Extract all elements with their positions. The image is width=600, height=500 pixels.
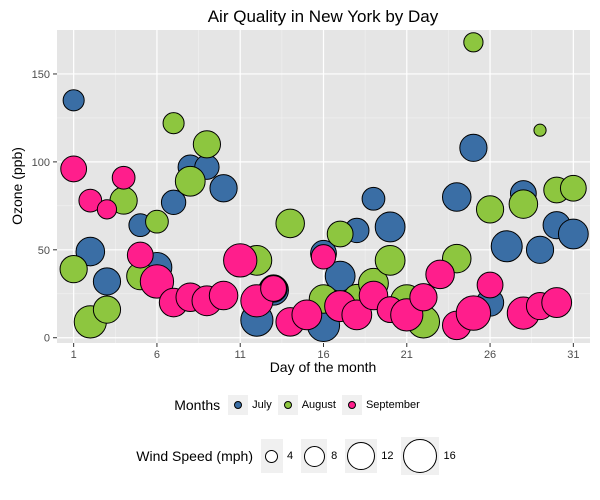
wind-key-16: 16 — [401, 437, 456, 475]
data-point-july — [441, 182, 472, 212]
y-tick-label: 0 — [44, 333, 50, 345]
legend-dot-september — [347, 401, 356, 409]
data-point-august — [192, 130, 222, 159]
data-point-august — [559, 174, 587, 202]
x-tick-label: 26 — [484, 349, 496, 361]
y-tick-label: 50 — [38, 245, 50, 257]
x-tick-label: 21 — [401, 349, 413, 361]
data-point-july — [459, 133, 488, 162]
wind-circle-4 — [265, 449, 279, 463]
data-point-september — [476, 271, 504, 299]
x-tick-label: 1 — [71, 349, 77, 361]
data-point-july — [62, 89, 85, 112]
legend-dot-august — [283, 401, 292, 409]
wind-label-12: 12 — [381, 450, 394, 462]
y-tick-label: 150 — [32, 69, 50, 81]
wind-key-8-box — [301, 439, 328, 473]
legend-key-august — [277, 395, 298, 415]
data-point-july — [374, 211, 406, 243]
data-point-august — [92, 295, 122, 324]
legend-item-august: August — [277, 395, 336, 415]
data-point-september — [541, 287, 573, 318]
data-point-september — [425, 259, 455, 290]
x-tick-label: 31 — [567, 349, 579, 361]
wind-key-8: 8 — [301, 439, 337, 473]
legend-dot-july — [234, 401, 243, 409]
data-point-july — [557, 218, 589, 250]
wind-key-12: 12 — [345, 439, 393, 473]
data-point-july — [361, 186, 386, 211]
data-point-september — [223, 243, 258, 278]
wind-circle-16 — [403, 439, 438, 473]
data-point-september — [341, 299, 373, 331]
wind-key-4-box — [260, 439, 283, 473]
data-point-august — [174, 165, 206, 197]
data-point-august — [374, 244, 406, 276]
chart-title: Air Quality in New York by Day — [208, 7, 439, 26]
legend-key-july — [228, 395, 249, 415]
x-axis-label: Day of the month — [270, 359, 377, 375]
x-tick-label: 11 — [235, 349, 246, 361]
data-point-july — [75, 236, 106, 267]
legend-label-august: August — [301, 399, 336, 411]
data-point-september — [409, 283, 438, 312]
months-legend-title: Months — [174, 397, 221, 413]
data-point-august — [508, 189, 539, 219]
months-legend: Months July August September — [0, 388, 600, 422]
data-point-august — [475, 195, 505, 224]
data-point-august — [59, 255, 88, 284]
data-point-september — [291, 299, 323, 331]
legend-item-september: September — [341, 395, 420, 415]
data-point-july — [92, 267, 122, 296]
wind-legend-title: Wind Speed (mph) — [136, 448, 253, 464]
data-point-september — [126, 241, 154, 269]
data-point-august — [275, 208, 305, 239]
data-point-august — [326, 220, 354, 248]
data-point-september — [208, 280, 239, 311]
data-points — [59, 32, 589, 343]
data-point-july — [525, 235, 555, 264]
data-point-september — [96, 199, 118, 220]
data-point-august — [533, 123, 547, 137]
wind-speed-legend: Wind Speed (mph) 4 8 12 16 — [0, 436, 600, 476]
wind-circle-8 — [303, 445, 325, 467]
x-tick-label: 16 — [317, 349, 329, 361]
wind-key-4: 4 — [260, 439, 294, 473]
data-point-september — [60, 155, 88, 183]
legend-item-july: July — [228, 395, 272, 415]
wind-label-8: 8 — [331, 450, 338, 462]
data-point-july — [209, 174, 238, 203]
data-point-august — [162, 112, 185, 135]
data-point-september — [139, 264, 175, 299]
wind-label-4: 4 — [286, 450, 294, 462]
y-axis-label: Ozone (ppb) — [9, 147, 25, 225]
data-point-august — [145, 209, 169, 234]
legend-key-september — [341, 395, 362, 415]
data-point-september — [111, 165, 136, 190]
legend-label-july: July — [252, 399, 272, 411]
wind-key-16-box — [401, 437, 440, 475]
x-tick-label: 6 — [154, 349, 160, 361]
legend-label-september: September — [365, 399, 420, 411]
data-point-september — [78, 188, 103, 213]
data-point-july — [160, 189, 187, 215]
wind-label-16: 16 — [443, 450, 456, 462]
wind-circle-12 — [347, 442, 376, 470]
data-point-july — [490, 230, 523, 263]
wind-key-12-box — [345, 439, 378, 473]
y-tick-label: 100 — [32, 157, 50, 169]
data-point-august — [463, 32, 484, 53]
data-point-september — [455, 295, 492, 331]
data-point-september — [310, 244, 337, 270]
data-point-september — [260, 275, 287, 302]
